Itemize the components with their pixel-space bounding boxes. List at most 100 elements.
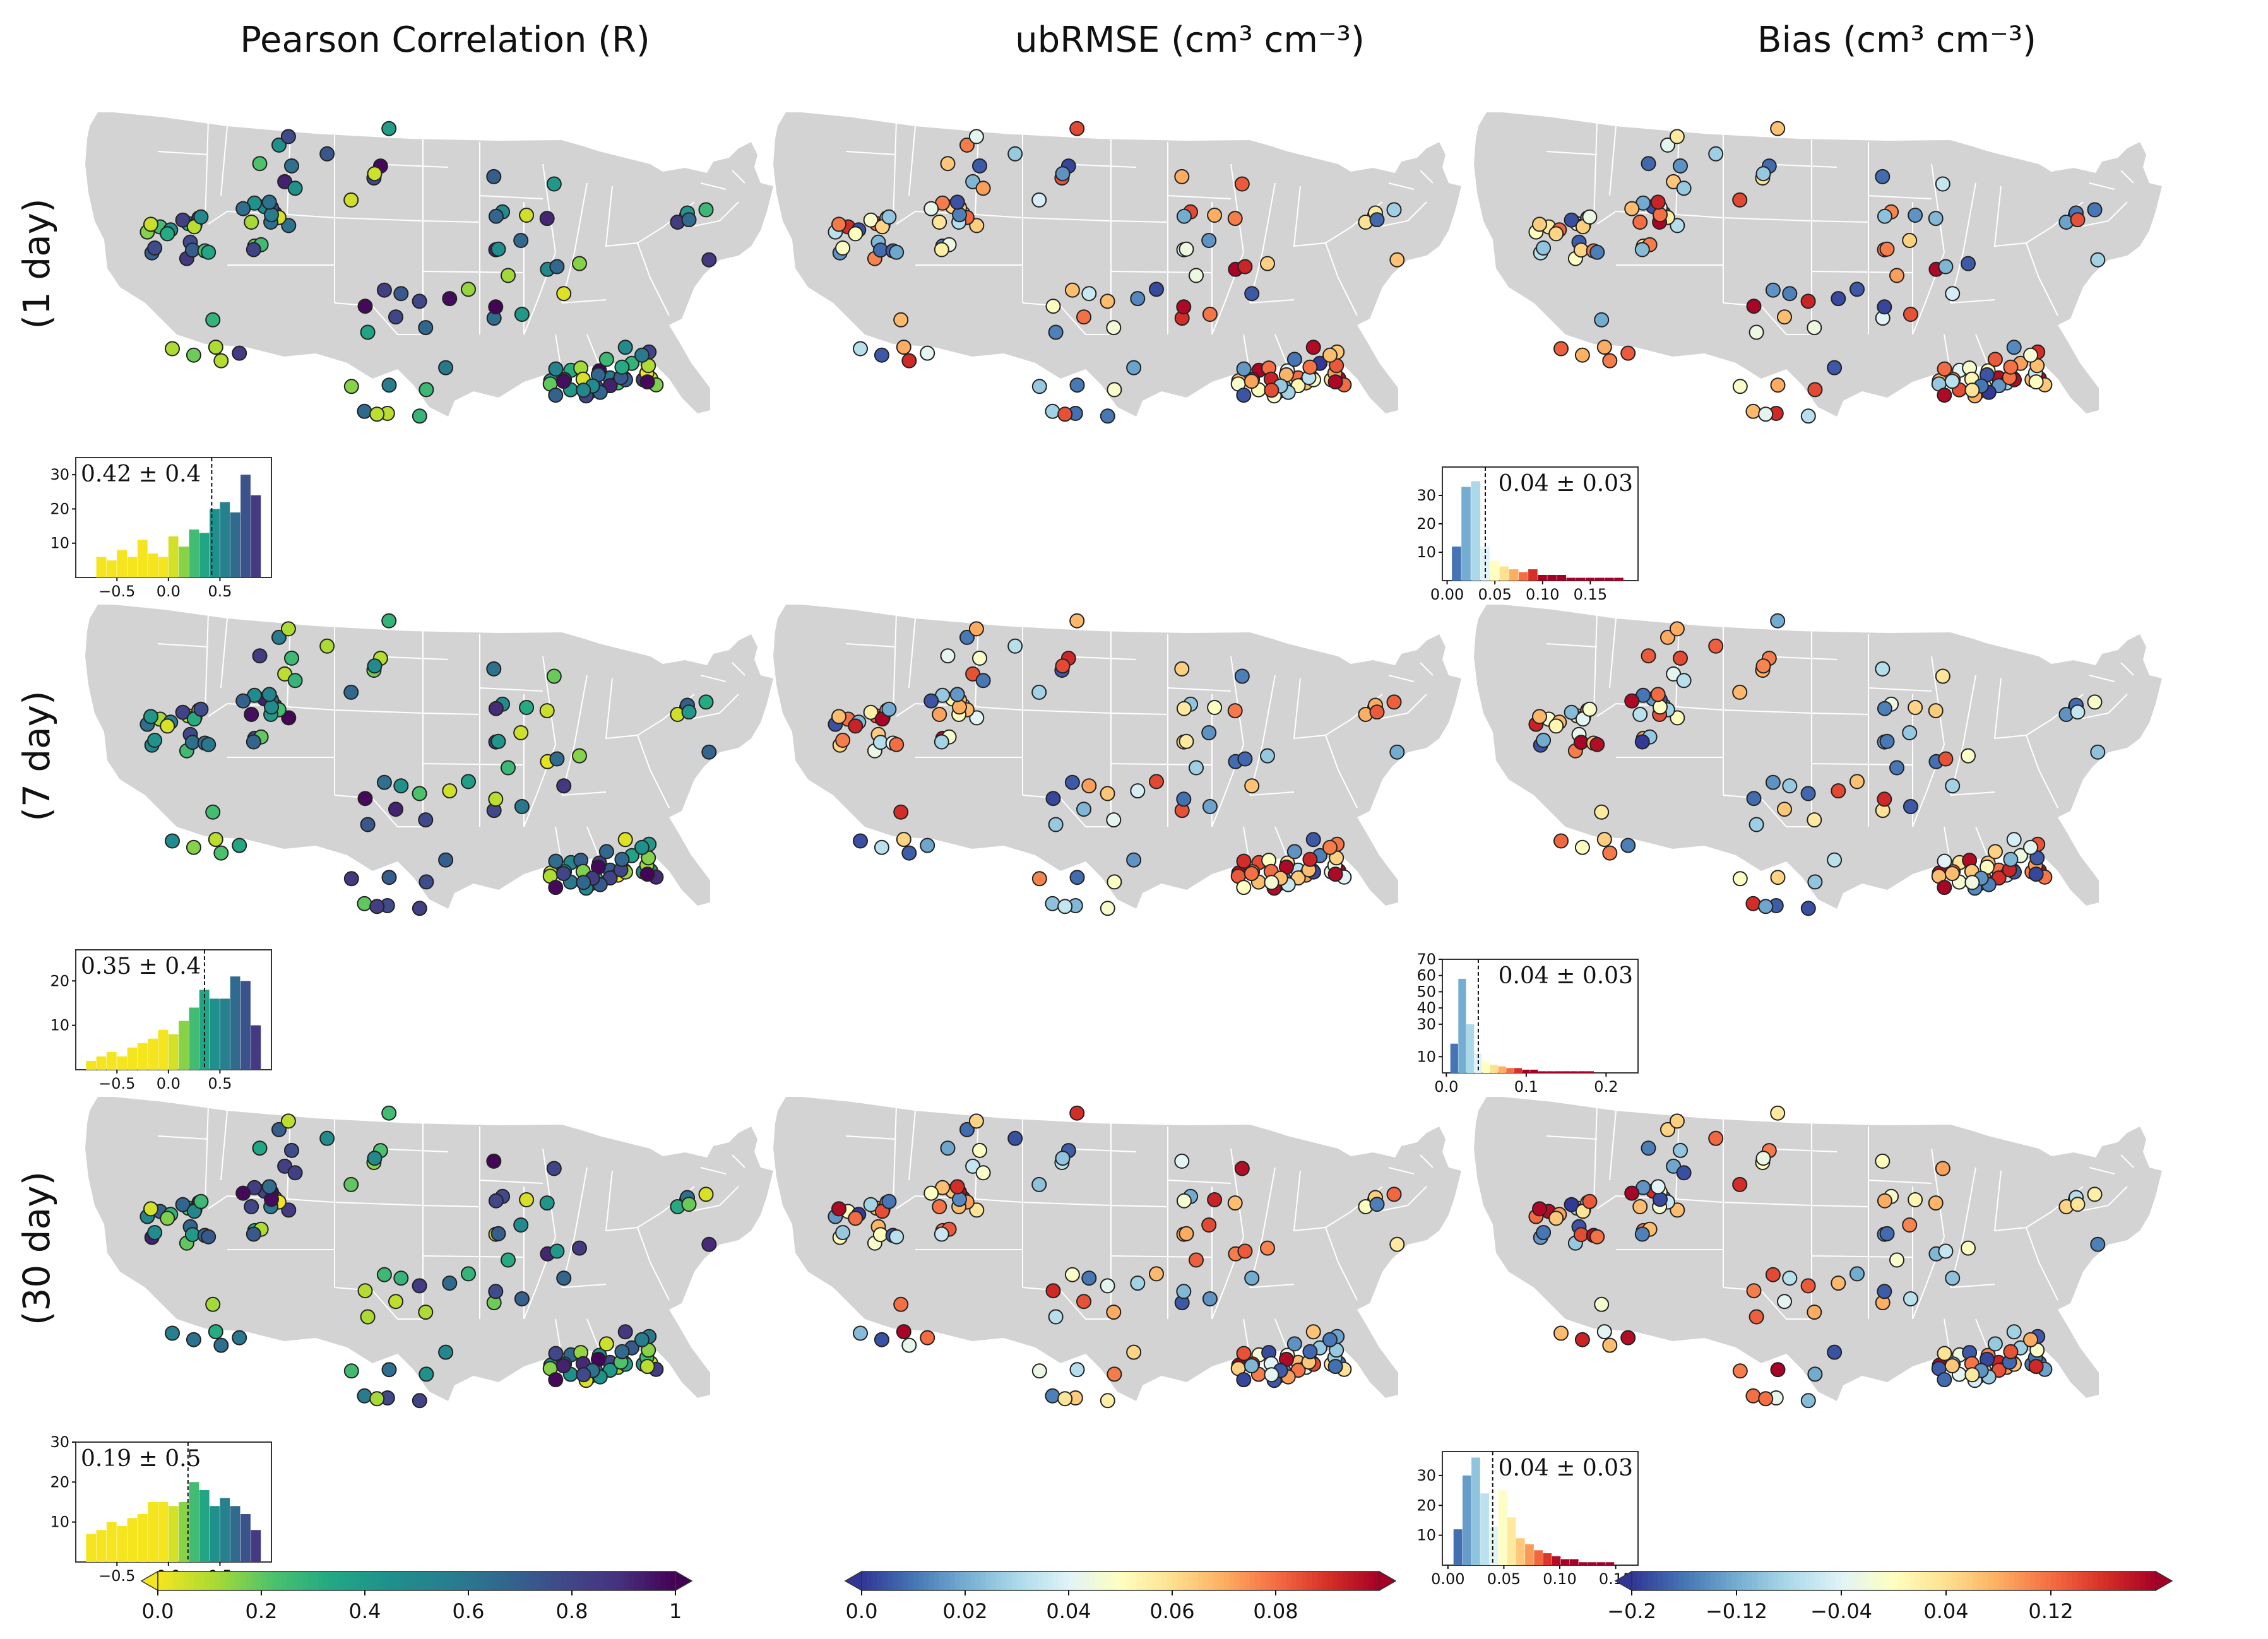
y-tick-label: 20 [50, 1473, 69, 1491]
x-tick-label: −0.5 [98, 1075, 135, 1092]
station-marker [1207, 1192, 1223, 1207]
station-marker [698, 202, 714, 218]
station-marker [376, 282, 392, 298]
station-marker [539, 211, 555, 227]
station-marker [639, 374, 655, 390]
station-marker [1903, 799, 1918, 814]
station-markers [1528, 613, 2106, 916]
colorbar-segment [246, 1571, 252, 1590]
colorbar-segment [2140, 1571, 2146, 1590]
station-marker [1081, 286, 1097, 302]
colorbar-segment [991, 1571, 997, 1590]
station-marker [2087, 1186, 2103, 1202]
colorbar-segment [934, 1571, 940, 1590]
colorbar-segment [2145, 1571, 2151, 1590]
histogram-bar [1595, 577, 1605, 581]
colorbar-segment [546, 1571, 552, 1590]
station-marker [1800, 1278, 1816, 1294]
station-marker [1770, 613, 1786, 629]
station-marker [881, 209, 897, 225]
y-tick-label: 10 [1416, 1048, 1436, 1065]
histogram-bar [1458, 978, 1466, 1073]
colorbar-segment [1001, 1571, 1007, 1590]
station-marker [881, 1193, 897, 1209]
station-marker [1745, 403, 1761, 419]
station-marker [614, 1344, 630, 1359]
colorbar-segment [1935, 1571, 1942, 1590]
station-marker [1176, 208, 1192, 224]
station-marker [1236, 1372, 1252, 1388]
station-marker [969, 1202, 985, 1218]
station-marker [388, 309, 403, 325]
station-marker [572, 256, 587, 271]
station-marker [1236, 1346, 1252, 1361]
station-marker [949, 687, 965, 702]
station-marker [1879, 1226, 1895, 1241]
station-marker [1234, 668, 1250, 684]
histogram-bar [1498, 1490, 1507, 1565]
histogram-bar [1516, 1538, 1525, 1565]
station-marker [1174, 169, 1190, 184]
station-marker [1236, 361, 1252, 377]
colorbar-segment [1977, 1571, 1983, 1590]
colorbar-segment [1940, 1571, 1947, 1590]
column-titles: Pearson Correlation (R) ubRMSE (cm³ cm⁻³… [240, 20, 2036, 61]
station-marker [360, 324, 376, 340]
station-marker [486, 1153, 502, 1169]
colorbar-segment [1187, 1571, 1194, 1590]
station-marker [343, 1363, 359, 1379]
station-marker [1961, 256, 1976, 271]
colorbar-segment [2129, 1571, 2135, 1590]
histogram-bar [1482, 1062, 1490, 1073]
colorbar-segment [639, 1571, 645, 1590]
colorbar-segment [2066, 1571, 2072, 1590]
station-marker [1673, 1142, 1688, 1158]
station-marker [280, 1113, 296, 1129]
station-marker [548, 1372, 564, 1388]
station-marker [1660, 629, 1675, 645]
station-marker [376, 774, 392, 790]
histogram-bar [158, 1029, 169, 1070]
station-marker [1069, 613, 1085, 629]
station-marker [369, 899, 385, 914]
station-marker [1732, 1176, 1748, 1192]
station-marker [1755, 1151, 1771, 1166]
station-marker [1286, 1336, 1302, 1352]
station-marker [1902, 725, 1918, 740]
colorbar-segment [1663, 1571, 1669, 1590]
station-marker [184, 242, 200, 258]
colorbar-tick-label: −0.12 [1706, 1599, 1767, 1623]
station-marker [1745, 1388, 1761, 1404]
colorbar-segment [1632, 1571, 1638, 1590]
station-marker [246, 242, 261, 257]
colorbar-segment [1647, 1571, 1653, 1590]
histogram-bar [96, 557, 107, 577]
colorbar-segment [251, 1571, 257, 1590]
station-marker [1650, 194, 1666, 210]
station-marker [1260, 256, 1275, 271]
station-marker [519, 700, 535, 715]
station-marker [1149, 281, 1164, 297]
histogram-bar [1605, 577, 1614, 581]
station-marker [367, 166, 383, 182]
station-marker [1632, 1199, 1648, 1214]
colorbar-extend-max [2155, 1570, 2173, 1592]
station-marker [1389, 744, 1405, 760]
station-marker [2070, 212, 2086, 228]
station-marker [1322, 1332, 1338, 1347]
colorbar-segment [194, 1571, 200, 1590]
station-marker [874, 1332, 889, 1347]
station-marker [514, 799, 530, 814]
station-marker [1937, 880, 1952, 896]
station-marker [1875, 661, 1891, 677]
colorbar-segment [867, 1571, 873, 1590]
station-marker [388, 802, 403, 817]
colorbar-segment [1141, 1571, 1147, 1590]
station-marker [1777, 1294, 1792, 1310]
station-marker [1669, 129, 1685, 145]
colorbar-segment [1762, 1571, 1769, 1590]
colorbar-segment [473, 1571, 480, 1590]
colorbar-segment [494, 1571, 500, 1590]
